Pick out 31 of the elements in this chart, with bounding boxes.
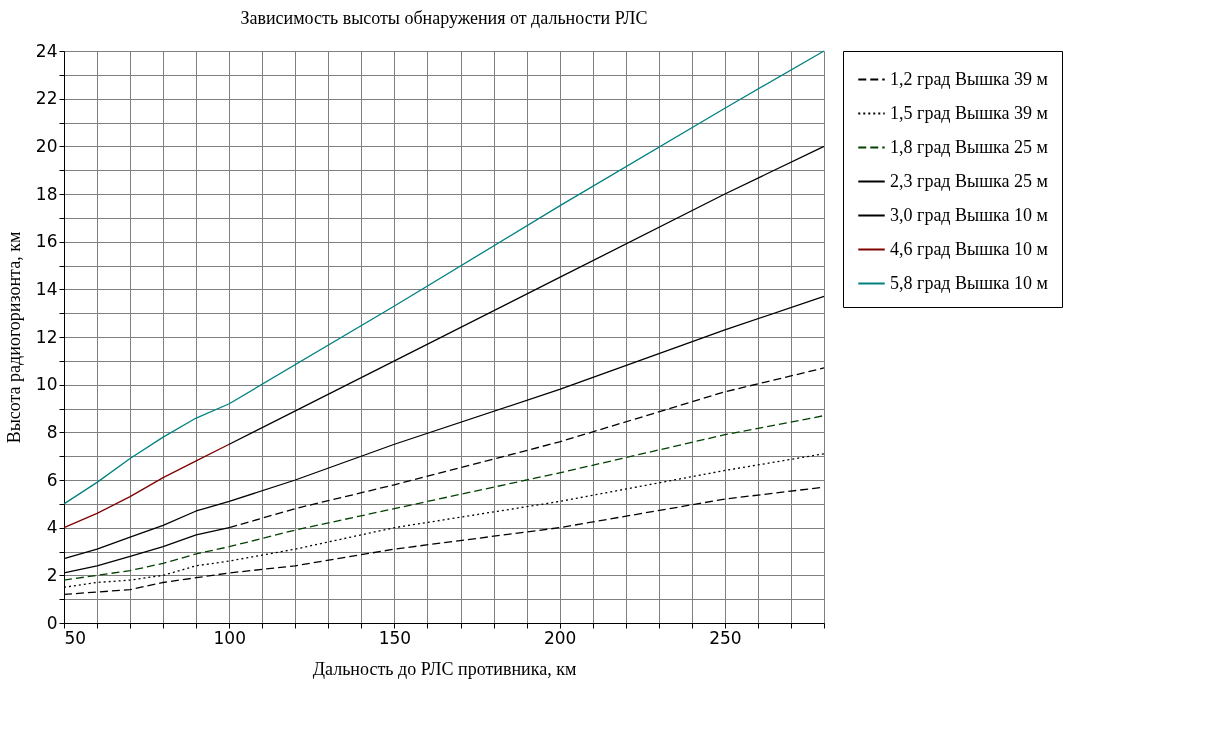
y-tick-label: 18 (35, 183, 58, 204)
line-series (63, 443, 230, 529)
legend-label: 1,2 град Вышка 39 м (890, 68, 1048, 89)
y-tick-label: 0 (46, 612, 58, 633)
y-tick-label: 22 (35, 88, 58, 109)
y-tick-label: 24 (35, 40, 58, 61)
legend-label: 1,5 град Вышка 39 м (890, 102, 1048, 123)
y-tick-label: 2 (46, 564, 58, 585)
chart-title: Зависимость высоты обнаружения от дальности РЛС (240, 8, 648, 28)
x-axis-title: Дальность до РЛС противника, км (312, 658, 577, 679)
y-tick-label: 4 (46, 517, 58, 538)
legend-label: 4,6 град Вышка 10 м (890, 238, 1048, 259)
y-axis-title: Высота радиогоризонта, км (3, 231, 24, 444)
line-series (63, 415, 825, 581)
x-tick-label: 250 (709, 627, 742, 648)
legend-label: 5,8 град Вышка 10 м (890, 272, 1048, 293)
y-tick-label: 8 (46, 421, 58, 442)
legend-label: 2,3 град Вышка 25 м (890, 170, 1048, 191)
x-tick-label: 150 (378, 627, 412, 648)
legend-label: 3,0 град Вышка 10 м (890, 204, 1048, 225)
y-tick-label: 12 (35, 326, 58, 347)
y-tick-label: 20 (35, 135, 58, 156)
y-tick-label: 16 (35, 231, 58, 252)
x-tick-label: 50 (64, 627, 87, 648)
x-tick-label: 200 (543, 627, 577, 648)
line-series (228, 145, 825, 445)
y-tick-label: 14 (35, 278, 58, 299)
y-tick-label: 6 (46, 469, 58, 490)
y-tick-label: 10 (35, 374, 58, 395)
x-tick-label: 100 (213, 627, 246, 648)
legend-label: 1,8 град Вышка 25 м (890, 136, 1048, 157)
